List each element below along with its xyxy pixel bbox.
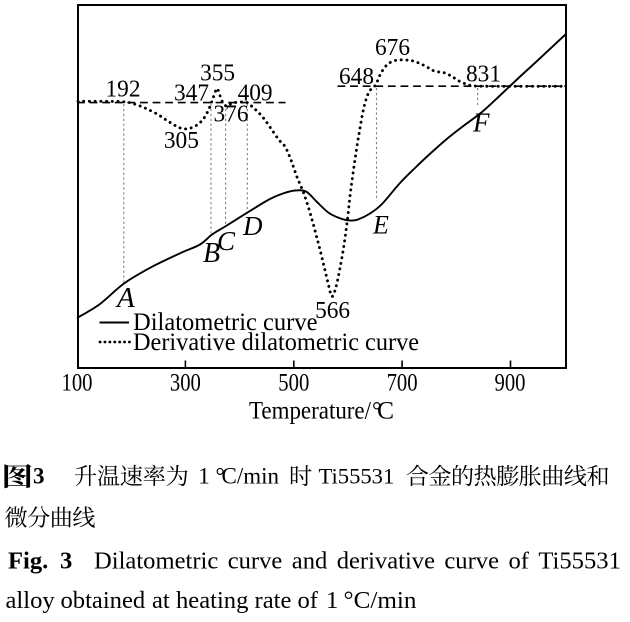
svg-text:and: and (292, 548, 328, 575)
svg-text:648: 648 (339, 63, 374, 90)
svg-text:°: ° (372, 399, 382, 425)
svg-text:D: D (242, 211, 263, 241)
svg-text:355: 355 (200, 60, 235, 87)
svg-text:Temperature/: Temperature/ (249, 396, 372, 425)
svg-text:1: 1 (326, 587, 338, 614)
svg-text:°C/min: °C/min (344, 587, 417, 614)
svg-text:409: 409 (238, 80, 273, 107)
svg-text:°: ° (216, 464, 225, 489)
svg-text:700: 700 (387, 368, 418, 397)
svg-text:1: 1 (198, 464, 210, 489)
svg-text:Ti55531: Ti55531 (538, 548, 620, 575)
svg-text:3: 3 (60, 548, 72, 575)
svg-text:of: of (509, 548, 530, 575)
svg-text:831: 831 (466, 61, 501, 88)
svg-text:192: 192 (106, 76, 141, 103)
svg-text:obtained: obtained (61, 587, 146, 614)
svg-text:500: 500 (278, 368, 309, 397)
svg-text:566: 566 (315, 297, 350, 324)
svg-text:900: 900 (495, 368, 526, 397)
svg-text:curve: curve (444, 548, 499, 575)
svg-text:300: 300 (170, 368, 201, 397)
svg-text:curve: curve (228, 548, 283, 575)
svg-text:Dilatometric curve: Dilatometric curve (133, 309, 318, 336)
svg-text:Fig.: Fig. (8, 548, 48, 575)
svg-text:C/min: C/min (222, 464, 280, 489)
svg-text:Dilatometric: Dilatometric (94, 548, 218, 575)
svg-text:A: A (115, 282, 135, 314)
svg-text:alloy: alloy (6, 587, 56, 614)
svg-text:heating: heating (176, 587, 248, 614)
svg-text:3: 3 (33, 464, 45, 489)
svg-text:rate: rate (255, 587, 292, 614)
svg-text:C: C (217, 226, 236, 256)
svg-text:347: 347 (174, 80, 209, 107)
svg-text:at: at (152, 587, 170, 614)
svg-text:676: 676 (375, 34, 410, 61)
svg-text:F: F (472, 108, 490, 138)
svg-text:Ti55531: Ti55531 (319, 464, 395, 489)
svg-text:305: 305 (164, 127, 199, 154)
svg-text:derivative: derivative (337, 548, 435, 575)
svg-text:100: 100 (62, 368, 93, 397)
svg-text:C: C (377, 396, 394, 425)
svg-text:Derivative dilatometric curve: Derivative dilatometric curve (133, 329, 419, 356)
svg-text:376: 376 (214, 101, 249, 128)
svg-text:of: of (298, 587, 319, 614)
svg-text:B: B (203, 238, 220, 269)
svg-text:E: E (372, 211, 389, 240)
